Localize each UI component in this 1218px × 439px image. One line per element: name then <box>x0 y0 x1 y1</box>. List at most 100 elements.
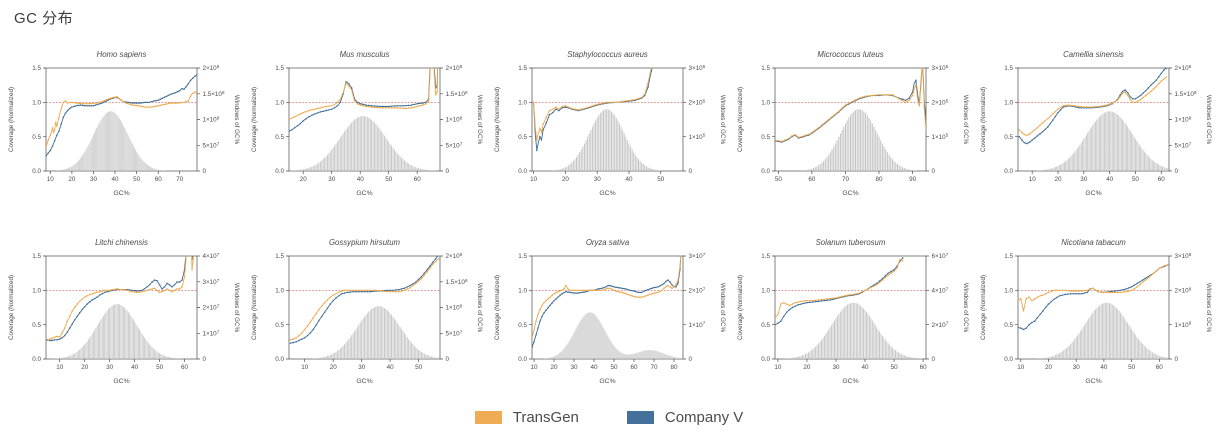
svg-text:10: 10 <box>301 364 309 371</box>
series-company-v <box>531 255 681 348</box>
svg-text:1.5: 1.5 <box>1004 65 1013 72</box>
svg-text:20: 20 <box>1054 176 1062 183</box>
svg-text:2×107: 2×107 <box>688 286 705 294</box>
plot-frame <box>42 255 200 362</box>
svg-text:1.0: 1.0 <box>1004 288 1013 295</box>
chart-title: Litchi chinensis <box>95 238 148 247</box>
svg-text:40: 40 <box>356 176 364 183</box>
series-transgen <box>45 91 197 148</box>
svg-text:80: 80 <box>670 364 678 371</box>
svg-text:2×108: 2×108 <box>445 252 462 260</box>
svg-text:1×107: 1×107 <box>688 321 705 329</box>
series-company-v <box>288 67 438 132</box>
gc-histogram <box>1036 302 1168 359</box>
series-transgen <box>531 255 681 340</box>
legend-label-transgen: TransGen <box>512 409 579 426</box>
chart-title: Micrococcus luteus <box>817 50 883 59</box>
chart-title: Oryza sativa <box>585 238 629 247</box>
plot-frame <box>1014 255 1172 362</box>
svg-text:50: 50 <box>610 364 618 371</box>
svg-text:0: 0 <box>1174 356 1178 363</box>
gc-histogram <box>55 111 165 171</box>
x-axis-label: GC% <box>842 378 858 385</box>
chart-title: Solanum tuberosum <box>815 238 885 247</box>
right-axis-label: Windows of GC% <box>962 95 969 145</box>
left-axis-label: Coverage (Normalized) <box>8 275 15 340</box>
gc-chart-cell: Mus musculus 0.0 0.5 1.0 1.5 0 5×107 1×108 1.5×1… <box>245 44 488 232</box>
svg-text:50: 50 <box>1131 176 1139 183</box>
svg-text:80: 80 <box>875 176 883 183</box>
svg-text:60: 60 <box>1155 364 1163 371</box>
svg-text:70: 70 <box>841 176 849 183</box>
x-axis-label: GC% <box>1085 190 1101 197</box>
svg-text:1×108: 1×108 <box>202 116 219 124</box>
svg-text:40: 40 <box>625 176 633 183</box>
gc-chart-cell: Camellia sinensis 0.0 0.5 1.0 1.5 0 5×107 1×108… <box>974 44 1217 232</box>
series-company-v <box>1018 67 1167 145</box>
right-axis-label: Windows of GC% <box>719 95 726 145</box>
svg-text:0.0: 0.0 <box>761 356 770 363</box>
gc-chart: Oryza sativa 0.0 0.5 1.0 1.5 0 1×107 2×107 3×107… <box>494 238 726 385</box>
svg-text:2×108: 2×108 <box>1174 286 1191 294</box>
series-transgen <box>774 67 926 143</box>
svg-text:1×108: 1×108 <box>1174 116 1191 124</box>
svg-text:30: 30 <box>358 364 366 371</box>
x-axis-label: GC% <box>599 190 615 197</box>
legend-swatch-company-v <box>626 411 654 424</box>
svg-text:1.0: 1.0 <box>1004 100 1013 107</box>
right-axis-label: Windows of GC% <box>962 283 969 333</box>
series-company-v <box>774 67 926 143</box>
svg-text:60: 60 <box>180 364 188 371</box>
svg-text:40: 40 <box>111 176 119 183</box>
gc-chart-cell: Staphylococcus aureus 0.0 0.5 1.0 1.5 0 1×105 2… <box>488 44 731 232</box>
gc-histogram <box>290 116 435 171</box>
left-axis-label: Coverage (Normalized) <box>251 275 258 340</box>
series-company-v <box>289 255 438 344</box>
series-company-v <box>774 257 903 326</box>
gc-histogram <box>543 312 682 359</box>
gc-chart-cell: Solanum tuberosum 0.0 0.5 1.0 1.5 0 2×107 4×107… <box>731 232 974 420</box>
svg-text:0.0: 0.0 <box>1004 168 1013 175</box>
svg-text:0.0: 0.0 <box>32 168 41 175</box>
svg-text:50: 50 <box>890 364 898 371</box>
svg-text:0.5: 0.5 <box>32 134 41 141</box>
chart-title: Gossypium hirsutum <box>328 238 400 247</box>
svg-text:3×107: 3×107 <box>202 278 219 286</box>
left-axis-label: Coverage (Normalized) <box>737 87 744 152</box>
x-axis-label: GC% <box>842 190 858 197</box>
svg-text:0.5: 0.5 <box>1004 322 1013 329</box>
svg-text:1.5: 1.5 <box>518 253 527 260</box>
svg-text:60: 60 <box>154 176 162 183</box>
svg-text:1.5: 1.5 <box>32 65 41 72</box>
left-axis-label: Coverage (Normalized) <box>494 275 501 340</box>
svg-text:10: 10 <box>56 364 64 371</box>
svg-text:60: 60 <box>630 364 638 371</box>
svg-text:1.5×108: 1.5×108 <box>445 90 467 98</box>
svg-text:20: 20 <box>803 364 811 371</box>
svg-text:10: 10 <box>530 176 538 183</box>
svg-text:1.5: 1.5 <box>761 65 770 72</box>
svg-text:0: 0 <box>688 168 692 175</box>
svg-text:5×107: 5×107 <box>1174 141 1191 149</box>
series-transgen <box>46 255 194 342</box>
svg-text:20: 20 <box>299 176 307 183</box>
svg-text:1.0: 1.0 <box>275 100 284 107</box>
right-axis-label: Windows of GC% <box>476 95 483 145</box>
x-axis-label: GC% <box>356 378 372 385</box>
gc-histogram <box>551 109 661 171</box>
series-company-v <box>532 67 653 152</box>
series-transgen <box>774 258 903 319</box>
series-transgen <box>289 258 439 341</box>
series-transgen <box>288 67 438 121</box>
svg-text:70: 70 <box>650 364 658 371</box>
gc-chart: Solanum tuberosum 0.0 0.5 1.0 1.5 0 2×107 4×107… <box>737 238 969 385</box>
svg-text:50: 50 <box>657 176 665 183</box>
right-axis-label: Windows of GC% <box>233 283 240 333</box>
gc-chart: Mus musculus 0.0 0.5 1.0 1.5 0 5×107 1×108 1.5×1… <box>251 50 483 197</box>
gc-histogram <box>53 304 180 359</box>
svg-text:40: 40 <box>861 364 869 371</box>
svg-text:5×107: 5×107 <box>445 329 462 337</box>
gc-chart-cell: Gossypium hirsutum 0.0 0.5 1.0 1.5 0 5×107 1×10… <box>245 232 488 420</box>
gc-chart: Gossypium hirsutum 0.0 0.5 1.0 1.5 0 5×107 1×10… <box>251 238 483 385</box>
svg-text:60: 60 <box>919 364 927 371</box>
